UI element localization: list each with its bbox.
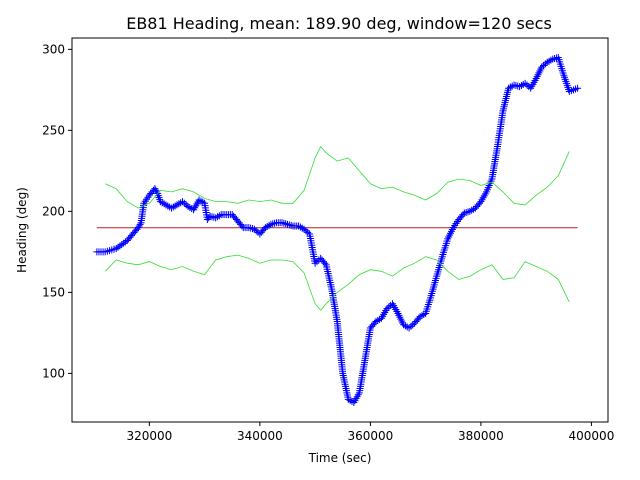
x-tick-label: 380000: [458, 429, 504, 443]
series-point: [238, 222, 246, 230]
ticks-layer: 320000 340000 360000 380000 400000 100 150 200 2…: [42, 42, 614, 443]
x-tick-label: 360000: [347, 429, 393, 443]
x-tick-label: 320000: [126, 429, 172, 443]
y-tick-label: 300: [42, 42, 65, 56]
x-tick-label: 340000: [237, 429, 283, 443]
y-axis-label: Heading (deg): [15, 187, 29, 273]
x-axis-label: Time (sec): [308, 451, 372, 465]
chart-title: EB81 Heading, mean: 189.90 deg, window=1…: [126, 14, 552, 33]
y-tick-label: 150: [42, 285, 65, 299]
series-line-1: [105, 145, 570, 209]
plot-frame: [71, 37, 609, 423]
y-tick-label: 200: [42, 204, 65, 218]
series-line-2: [104, 254, 570, 311]
series-point: [136, 220, 144, 228]
series-point: [205, 214, 213, 222]
series-layer: [93, 53, 582, 407]
series-point: [321, 259, 329, 267]
series-point: [476, 199, 484, 207]
x-tick-label: 400000: [569, 429, 615, 443]
y-tick-label: 250: [42, 123, 65, 137]
y-tick-label: 100: [42, 366, 65, 380]
series-point: [574, 84, 582, 92]
